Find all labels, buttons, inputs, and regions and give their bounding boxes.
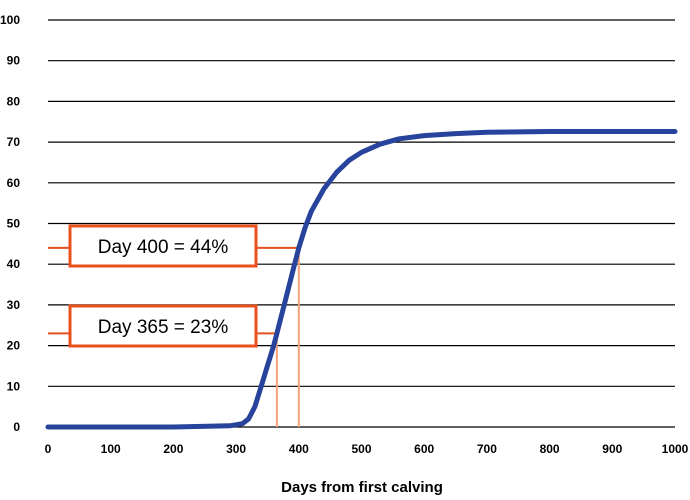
x-tick-label: 500 <box>351 442 371 456</box>
x-axis-label: Days from first calving <box>281 479 443 496</box>
callout-box-day-365 <box>68 304 258 348</box>
x-tick-label: 300 <box>226 442 246 456</box>
y-tick-label: 0 <box>13 420 20 434</box>
x-tick-label: 1000 <box>662 442 689 456</box>
series-layer <box>45 129 678 430</box>
gridlines <box>48 19 675 428</box>
series-line-0 <box>45 129 678 430</box>
y-tick-label: 70 <box>7 135 21 149</box>
y-tick-label: 40 <box>7 257 21 271</box>
y-tick-label: 10 <box>7 379 21 393</box>
y-tick-label: 100 <box>0 13 20 27</box>
x-tick-label: 400 <box>289 442 309 456</box>
y-tick-label: 60 <box>7 176 21 190</box>
callout-label-day-400: Day 400 = 44% <box>98 237 229 258</box>
callout-label-day-365: Day 365 = 23% <box>98 317 229 338</box>
x-tick-label: 200 <box>163 442 183 456</box>
callouts: Day 400 = 44% Day 365 = 23% <box>68 224 258 348</box>
x-tick-label: 600 <box>414 442 434 456</box>
y-tick-label: 90 <box>7 54 21 68</box>
y-tick-label: 80 <box>7 94 21 108</box>
x-tick-label: 800 <box>540 442 560 456</box>
x-tick-label: 900 <box>602 442 622 456</box>
x-tick-label: 100 <box>101 442 121 456</box>
x-tick-label: 700 <box>477 442 497 456</box>
x-tick-label: 0 <box>45 442 52 456</box>
y-tick-label: 20 <box>7 339 21 353</box>
reference-lines <box>48 246 300 427</box>
y-tick-label: 30 <box>7 298 21 312</box>
y-tick-label: 50 <box>7 217 21 231</box>
callout-box-day-400 <box>68 224 258 268</box>
